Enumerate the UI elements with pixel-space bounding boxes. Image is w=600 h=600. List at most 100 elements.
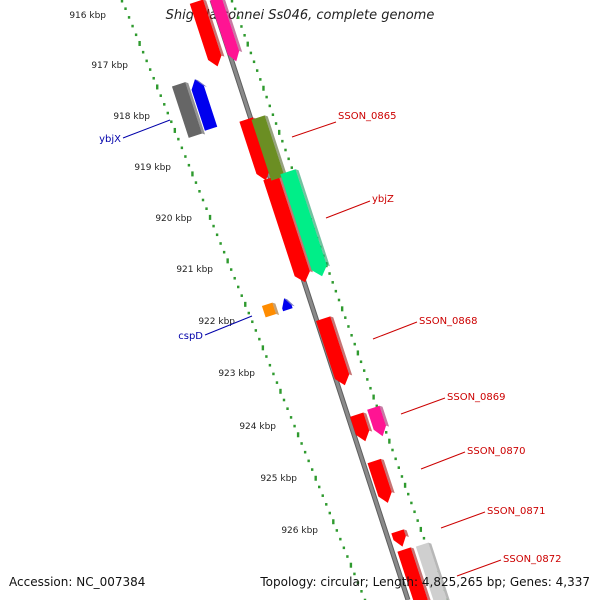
tick-dot bbox=[375, 404, 378, 408]
tick-dot bbox=[141, 50, 145, 54]
tick-dot bbox=[237, 16, 240, 19]
tick-dot bbox=[400, 475, 404, 478]
tick-dot bbox=[350, 333, 353, 337]
tick-dot bbox=[173, 127, 177, 133]
tick-dot bbox=[265, 355, 268, 358]
gene-arrow-inner-2 bbox=[263, 175, 313, 283]
tick-dot bbox=[289, 416, 293, 419]
gene-arrow-ybjX-shade bbox=[185, 82, 206, 135]
backbone-layer bbox=[209, 0, 411, 600]
tick-dot bbox=[356, 350, 360, 356]
gene-label: SSON_0871 bbox=[487, 506, 546, 517]
tick-dot bbox=[268, 363, 272, 367]
tick-dot bbox=[212, 224, 215, 228]
tick-dot bbox=[342, 546, 346, 550]
tick-dot bbox=[152, 76, 155, 80]
gene-arrow-SSON_0868-shade bbox=[330, 316, 353, 376]
gene-arrow-inner-1-body bbox=[239, 117, 270, 181]
tick-dot bbox=[191, 171, 194, 177]
tick-dot bbox=[334, 289, 338, 293]
tick-dot bbox=[332, 519, 335, 525]
tick-dot bbox=[281, 139, 284, 143]
tick-dot bbox=[278, 129, 281, 135]
tick-dot bbox=[215, 233, 219, 237]
tick-dot bbox=[287, 157, 290, 161]
tick-dot bbox=[271, 113, 275, 117]
gene-arrow-SSON_0870-body bbox=[367, 458, 392, 503]
tick-dot bbox=[219, 242, 222, 245]
gene-arrow-SSON_0872-shade bbox=[410, 547, 431, 600]
tick-dot bbox=[229, 268, 233, 271]
tick-dot bbox=[325, 503, 328, 506]
tick-dot bbox=[180, 146, 184, 150]
scale-label: 918 kbp bbox=[113, 112, 150, 122]
tick-dot bbox=[359, 360, 363, 364]
tick-dot bbox=[314, 475, 317, 481]
tick-dot bbox=[131, 24, 134, 28]
genome-summary-text: Topology: circular; Length: 4,825,265 bp… bbox=[260, 575, 590, 589]
tick-dot bbox=[255, 69, 259, 72]
tick-dot bbox=[385, 431, 388, 434]
gene-arrow-SSON_0869 bbox=[367, 405, 390, 437]
tick-dot bbox=[208, 214, 212, 220]
tick-dot bbox=[397, 466, 400, 469]
tick-dot bbox=[244, 301, 247, 307]
gene-arrow-ybjX bbox=[171, 82, 206, 138]
gene-label: SSON_0870 bbox=[467, 446, 526, 457]
gene-arrow-partial-2-body bbox=[210, 0, 240, 62]
gene-features-layer bbox=[171, 0, 450, 600]
gene-arrow-SSON_0865-shade bbox=[264, 115, 288, 178]
tick-dot bbox=[258, 337, 261, 341]
gene-label: ybjX bbox=[99, 134, 121, 145]
tick-dot bbox=[363, 598, 367, 600]
tick-dot bbox=[148, 68, 152, 71]
gene-label-leader bbox=[440, 511, 486, 529]
gene-arrow-SSON_0869-partner-body bbox=[349, 412, 370, 442]
map-title: Shigella sonnei Ss046, complete genome bbox=[165, 8, 435, 23]
gene-arrow-SSON_0868 bbox=[316, 316, 353, 386]
gene-arrow-cspD bbox=[261, 302, 280, 318]
tick-dot bbox=[262, 85, 265, 91]
tick-dot bbox=[340, 306, 344, 312]
gene-arrow-partial-2 bbox=[210, 0, 243, 62]
tick-dot bbox=[251, 320, 254, 324]
gene-arrow-SSON_0869-shade bbox=[379, 405, 390, 427]
gene-label-leader bbox=[325, 200, 371, 219]
tick-dot bbox=[360, 590, 363, 593]
tick-dot bbox=[416, 519, 419, 522]
gene-arrow-SSON_0871-shade bbox=[403, 529, 409, 538]
tick-dot bbox=[205, 207, 208, 210]
gene-label-leader bbox=[204, 315, 253, 336]
gene-arrow-partial-1 bbox=[189, 0, 225, 67]
gene-label: SSON_0865 bbox=[338, 111, 397, 122]
tick-dot bbox=[124, 7, 127, 10]
gene-label-leader bbox=[291, 121, 337, 138]
gene-arrow-ybjX-partner bbox=[191, 79, 218, 131]
tick-dot bbox=[254, 329, 258, 332]
gene-label-leader bbox=[400, 397, 446, 415]
gene-label: SSON_0872 bbox=[503, 554, 562, 565]
gene-arrow-SSON_0869-partner-shade bbox=[363, 412, 373, 432]
gene-arrow-partial-1-shade bbox=[203, 0, 225, 57]
gene-arrow-SSON_0868-body bbox=[316, 316, 350, 386]
tick-dot bbox=[187, 163, 191, 167]
tick-dot bbox=[184, 155, 187, 158]
gene-arrow-cspD-partner-shade bbox=[284, 298, 295, 307]
scale-label: 917 kbp bbox=[91, 61, 128, 71]
tick-dot bbox=[388, 438, 391, 444]
tick-dot bbox=[337, 298, 341, 302]
tick-dot bbox=[293, 424, 296, 428]
tick-dot bbox=[310, 468, 314, 471]
gene-arrow-SSON_0870 bbox=[367, 458, 395, 503]
tick-dot bbox=[249, 51, 253, 55]
tick-dot bbox=[372, 394, 375, 400]
tick-dot bbox=[321, 494, 324, 497]
tick-dot bbox=[300, 442, 303, 445]
tick-dot bbox=[261, 345, 265, 351]
tick-dot bbox=[252, 60, 256, 64]
tick-dot bbox=[282, 398, 286, 402]
tick-dot bbox=[240, 25, 243, 28]
tick-dot bbox=[353, 342, 356, 346]
tick-dot bbox=[127, 16, 131, 19]
gene-arrow-cspD-shade bbox=[272, 302, 280, 315]
